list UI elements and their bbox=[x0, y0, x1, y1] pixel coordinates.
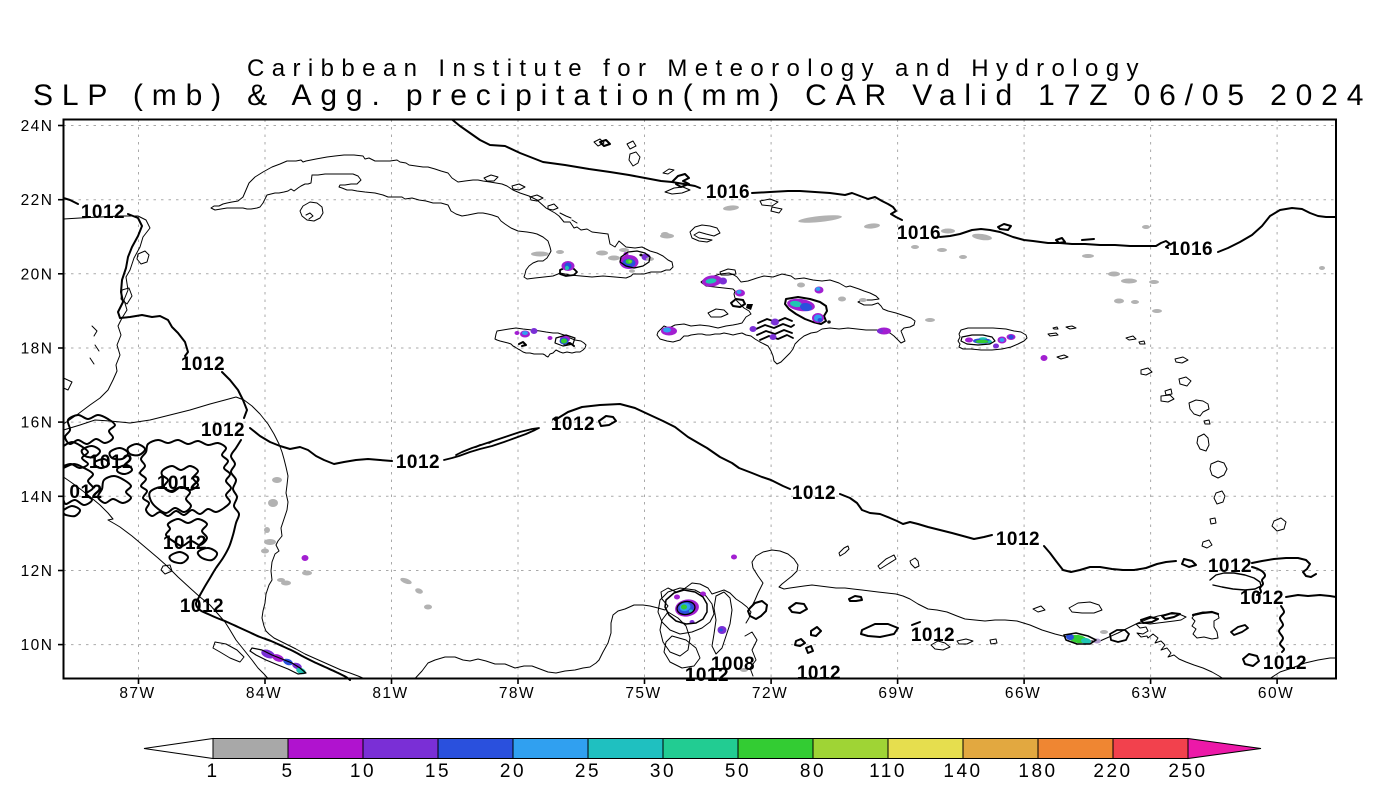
svg-text:1012: 1012 bbox=[1208, 556, 1252, 577]
svg-text:15: 15 bbox=[425, 761, 451, 782]
svg-text:Caribbean Institute for Meteor: Caribbean Institute for Meteorology and … bbox=[247, 55, 1146, 82]
svg-text:1012: 1012 bbox=[181, 354, 225, 375]
svg-text:24N: 24N bbox=[21, 118, 54, 135]
svg-text:60W: 60W bbox=[1258, 685, 1294, 702]
svg-text:1016: 1016 bbox=[706, 182, 750, 203]
svg-text:10N: 10N bbox=[21, 637, 54, 654]
svg-text:1012: 1012 bbox=[685, 665, 729, 686]
svg-text:10: 10 bbox=[350, 761, 376, 782]
svg-text:14N: 14N bbox=[21, 489, 54, 506]
svg-text:110: 110 bbox=[869, 761, 907, 782]
svg-text:12N: 12N bbox=[21, 563, 54, 580]
svg-text:20: 20 bbox=[500, 761, 526, 782]
svg-text:1012: 1012 bbox=[157, 473, 201, 494]
svg-text:87W: 87W bbox=[119, 685, 155, 702]
svg-text:25: 25 bbox=[575, 761, 601, 782]
svg-text:1012: 1012 bbox=[163, 533, 207, 554]
svg-text:1012: 1012 bbox=[911, 625, 955, 646]
svg-text:20N: 20N bbox=[21, 266, 54, 283]
svg-text:84W: 84W bbox=[246, 685, 282, 702]
svg-text:72W: 72W bbox=[752, 685, 788, 702]
svg-text:1: 1 bbox=[206, 761, 219, 782]
svg-text:66W: 66W bbox=[1005, 685, 1041, 702]
svg-text:50: 50 bbox=[725, 761, 751, 782]
svg-text:69W: 69W bbox=[878, 685, 914, 702]
svg-text:1012: 1012 bbox=[797, 663, 841, 684]
svg-text:18N: 18N bbox=[21, 341, 54, 358]
svg-text:220: 220 bbox=[1093, 761, 1132, 782]
svg-text:SLP (mb) & Agg. precipitation(: SLP (mb) & Agg. precipitation(mm) CAR Va… bbox=[33, 79, 1372, 112]
svg-text:1012: 1012 bbox=[396, 452, 440, 473]
svg-text:5: 5 bbox=[281, 761, 294, 782]
svg-text:22N: 22N bbox=[21, 192, 54, 209]
svg-text:30: 30 bbox=[650, 761, 676, 782]
svg-text:1012: 1012 bbox=[551, 414, 595, 435]
svg-text:75W: 75W bbox=[625, 685, 661, 702]
svg-text:1012: 1012 bbox=[201, 420, 245, 441]
svg-text:1016: 1016 bbox=[897, 223, 941, 244]
svg-text:63W: 63W bbox=[1131, 685, 1167, 702]
svg-text:16N: 16N bbox=[21, 415, 54, 432]
svg-text:250: 250 bbox=[1168, 761, 1207, 782]
svg-text:1012: 1012 bbox=[1263, 653, 1307, 674]
svg-text:78W: 78W bbox=[499, 685, 535, 702]
svg-text:81W: 81W bbox=[372, 685, 408, 702]
svg-text:1012: 1012 bbox=[792, 483, 836, 504]
svg-text:1012: 1012 bbox=[996, 529, 1040, 550]
svg-text:1012: 1012 bbox=[81, 202, 125, 223]
svg-text:80: 80 bbox=[800, 761, 826, 782]
svg-text:1012: 1012 bbox=[1240, 588, 1284, 609]
svg-text:140: 140 bbox=[943, 761, 982, 782]
svg-text:012: 012 bbox=[69, 482, 102, 503]
svg-text:1012: 1012 bbox=[180, 596, 224, 617]
svg-text:1008: 1008 bbox=[711, 654, 755, 675]
svg-text:1016: 1016 bbox=[1169, 239, 1213, 260]
svg-text:180: 180 bbox=[1018, 761, 1057, 782]
svg-text:1012: 1012 bbox=[89, 452, 133, 473]
